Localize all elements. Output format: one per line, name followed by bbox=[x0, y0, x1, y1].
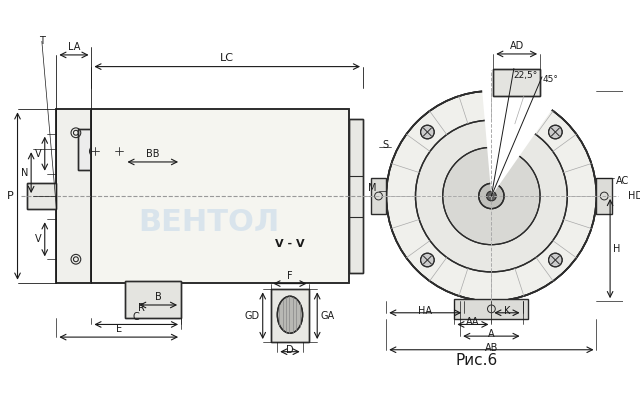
Text: C: C bbox=[133, 312, 140, 321]
Bar bbox=[125, 281, 181, 318]
Circle shape bbox=[420, 125, 434, 139]
Text: R: R bbox=[138, 303, 145, 313]
Text: P: P bbox=[7, 191, 13, 201]
Text: LA: LA bbox=[68, 42, 80, 52]
Text: GD: GD bbox=[244, 311, 260, 321]
Wedge shape bbox=[482, 89, 553, 196]
Text: F: F bbox=[287, 271, 292, 281]
Bar bbox=[92, 109, 349, 283]
Text: 45°: 45° bbox=[543, 75, 559, 84]
Bar bbox=[28, 184, 56, 209]
Text: HD: HD bbox=[628, 191, 640, 201]
Ellipse shape bbox=[277, 296, 303, 333]
Bar bbox=[493, 68, 540, 96]
Text: D: D bbox=[286, 345, 294, 354]
Text: T: T bbox=[39, 36, 45, 46]
Text: V - V: V - V bbox=[275, 239, 305, 248]
Bar bbox=[596, 178, 612, 213]
Text: H: H bbox=[613, 244, 620, 253]
Text: AB: AB bbox=[484, 343, 498, 353]
Text: AC: AC bbox=[616, 176, 629, 186]
Text: V: V bbox=[35, 149, 42, 159]
Circle shape bbox=[548, 253, 562, 267]
Text: S: S bbox=[382, 140, 388, 151]
Text: V: V bbox=[35, 234, 42, 244]
Bar bbox=[56, 109, 92, 283]
Circle shape bbox=[420, 253, 434, 267]
Text: K: K bbox=[504, 306, 510, 316]
Text: E: E bbox=[116, 324, 122, 334]
Text: B: B bbox=[155, 292, 161, 302]
Bar bbox=[454, 299, 529, 319]
Text: M: M bbox=[368, 183, 376, 193]
Circle shape bbox=[443, 147, 540, 245]
Bar bbox=[493, 68, 540, 96]
Text: LC: LC bbox=[220, 53, 234, 63]
Text: N: N bbox=[21, 168, 28, 178]
Circle shape bbox=[486, 191, 496, 201]
Bar bbox=[371, 178, 387, 213]
Bar bbox=[56, 109, 92, 283]
Bar bbox=[349, 119, 363, 273]
Circle shape bbox=[548, 125, 562, 139]
Text: ВЕНТОЛ: ВЕНТОЛ bbox=[139, 208, 280, 237]
Text: Рис.6: Рис.6 bbox=[456, 353, 498, 368]
Text: A: A bbox=[488, 329, 495, 339]
Bar bbox=[125, 281, 181, 318]
Text: BB: BB bbox=[146, 149, 159, 159]
Bar bbox=[78, 129, 154, 170]
Bar bbox=[271, 289, 309, 342]
Bar bbox=[271, 289, 309, 342]
Bar bbox=[349, 119, 363, 273]
Text: GA: GA bbox=[320, 311, 334, 321]
Circle shape bbox=[387, 91, 596, 301]
Bar bbox=[78, 129, 154, 170]
Circle shape bbox=[415, 120, 567, 272]
Bar bbox=[92, 109, 349, 283]
Bar bbox=[28, 184, 56, 209]
Text: 22,5°: 22,5° bbox=[513, 71, 537, 80]
Text: AA: AA bbox=[466, 318, 479, 327]
Text: HA: HA bbox=[418, 306, 432, 316]
Text: AD: AD bbox=[509, 41, 524, 51]
Circle shape bbox=[479, 184, 504, 209]
